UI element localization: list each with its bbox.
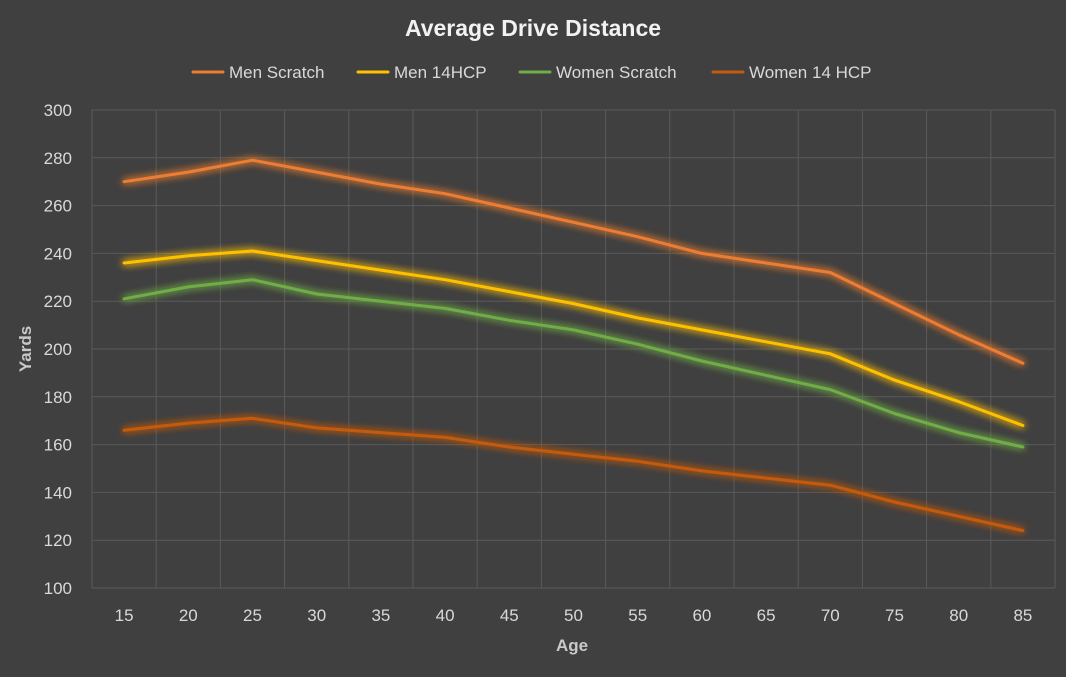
x-tick-label: 85 [1013,606,1032,625]
x-tick-label: 50 [564,606,583,625]
legend-label: Women Scratch [556,63,677,82]
x-tick-label: 20 [179,606,198,625]
x-tick-label: 45 [500,606,519,625]
y-tick-label: 140 [44,483,72,502]
x-tick-label: 75 [885,606,904,625]
x-axis-title: Age [556,636,588,655]
x-tick-label: 30 [307,606,326,625]
y-axis-title: Yards [16,326,35,372]
y-tick-label: 120 [44,531,72,550]
series-line-men-scratch [122,158,1025,365]
series-line-women-scratch [122,278,1025,449]
y-axis-ticks: 100 120 140 160 180 200 220 240 260 280 300 [44,101,72,598]
y-tick-label: 300 [44,101,72,120]
y-tick-label: 280 [44,149,72,168]
series-line-women-14-hcp [122,416,1025,533]
series-line-men-14hcp [122,249,1025,427]
x-tick-label: 40 [436,606,455,625]
y-tick-label: 260 [44,197,72,216]
x-tick-label: 65 [757,606,776,625]
x-axis-ticks: 15 20 25 30 35 40 45 50 55 60 65 70 75 80 85 [115,606,1033,625]
legend-label: Women 14 HCP [749,63,872,82]
series-lines [122,158,1025,533]
y-tick-label: 160 [44,436,72,455]
x-tick-label: 70 [821,606,840,625]
chart-title: Average Drive Distance [405,15,661,41]
y-tick-label: 220 [44,292,72,311]
x-tick-label: 55 [628,606,647,625]
gridlines [91,109,1056,589]
x-tick-label: 15 [115,606,134,625]
legend-label: Men 14HCP [394,63,487,82]
y-tick-label: 180 [44,388,72,407]
x-tick-label: 25 [243,606,262,625]
x-tick-label: 80 [949,606,968,625]
y-tick-label: 240 [44,244,72,263]
y-tick-label: 200 [44,340,72,359]
legend-label: Men Scratch [229,63,324,82]
x-tick-label: 60 [692,606,711,625]
legend: Men Scratch Men 14HCP Women Scratch Women 1… [191,63,872,82]
x-tick-label: 35 [371,606,390,625]
y-tick-label: 100 [44,579,72,598]
